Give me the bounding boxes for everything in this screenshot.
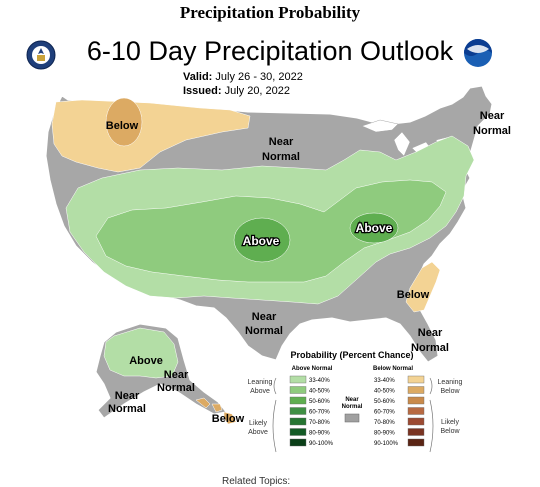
region-label-alaska-near-2a: Near [115, 390, 140, 402]
legend-above-bin-swatch [289, 417, 307, 426]
legend-below-bin-label: 50-60% [374, 399, 395, 405]
region-label-near-northeast-1: Near [480, 110, 505, 122]
legend-below-bin-label: 40-50% [374, 389, 395, 395]
issued-value: July 20, 2022 [224, 85, 291, 97]
legend-near-normal-label-1: Near [345, 397, 359, 403]
legend-above-bin-label: 33-40% [309, 378, 330, 384]
legend-bracket-likely-above [272, 399, 277, 453]
map-title: 6-10 Day Precipitation Outlook [86, 36, 454, 66]
region-label-near-north-1: Near [269, 136, 294, 148]
legend-leaning-below-1: Leaning [438, 379, 463, 386]
legend-bracket-leaning-above [273, 377, 277, 395]
region-label-below-northwest: Below [106, 120, 139, 132]
region-label-near-south-1: Near [252, 311, 277, 323]
legend-above-bin-swatch [289, 438, 307, 447]
legend-above-bin-swatch [289, 407, 307, 415]
below-40-50-northwest [105, 97, 143, 147]
legend-below-bin-label: 33-40% [374, 378, 395, 384]
legend-below-bin-swatch [407, 375, 425, 384]
legend-bracket-leaning-below [429, 377, 433, 395]
region-label-near-northeast-2: Normal [473, 125, 511, 137]
legend-above-header: Above Normal [292, 366, 333, 372]
legend-below-bin-swatch [407, 407, 425, 415]
legend: Probability (Percent Chance) Above Norma… [248, 350, 463, 453]
region-label-near-south-2: Normal [245, 325, 283, 337]
legend-leaning-above-2: Above [250, 388, 270, 395]
below-33-40-northwest [51, 99, 251, 173]
legend-below-swatches: 33-40% 40-50% 50-60% 60-70% 70-80% 80-90% 90-1… [374, 375, 425, 447]
legend-below-header: Below Normal [373, 366, 413, 372]
legend-above-bin-swatch [289, 396, 307, 405]
region-label-near-north-2: Normal [262, 151, 300, 163]
legend-near-normal-swatch [344, 413, 360, 423]
alaska-above-area [103, 327, 179, 379]
legend-likely-below-1: Likely [441, 419, 459, 426]
legend-near-normal-label-2: Normal [342, 404, 363, 410]
region-label-near-florida-1: Near [418, 327, 443, 339]
valid-label: Valid: [183, 71, 213, 83]
doc-seal-icon [26, 40, 56, 70]
legend-below-bin-label: 70-80% [374, 420, 395, 426]
legend-below-bin-label: 90-100% [374, 441, 399, 447]
legend-above-bin-swatch [289, 386, 307, 394]
issued-label: Issued: [183, 85, 222, 97]
noaa-logo-icon [463, 38, 493, 68]
outlook-dates: Valid: July 26 - 30, 2022 Issued: July 2… [183, 70, 303, 98]
legend-title: Probability (Percent Chance) [290, 350, 413, 360]
below-33-40-southeast [405, 261, 441, 313]
valid-value: July 26 - 30, 2022 [215, 71, 303, 83]
legend-above-bin-swatch [289, 375, 307, 384]
page-heading: Precipitation Probability [179, 3, 361, 22]
region-label-alaska-near-1b: Normal [157, 382, 195, 394]
legend-likely-below-2: Below [440, 428, 460, 435]
region-label-above-ohio: Above [356, 221, 393, 235]
legend-leaning-above-1: Leaning [248, 379, 273, 386]
legend-above-swatches: 33-40% 40-50% 50-60% 60-70% 70-80% 80-90% 90-1… [289, 375, 334, 447]
great-lakes [361, 119, 455, 157]
legend-above-bin-label: 70-80% [309, 420, 330, 426]
region-label-alaska-above: Above [129, 355, 163, 367]
legend-bracket-likely-below [429, 399, 434, 453]
legend-likely-above-1: Likely [249, 420, 267, 427]
legend-above-bin-label: 40-50% [309, 389, 330, 395]
above-50-60-ohio [349, 212, 399, 244]
legend-above-bin-label: 90-100% [309, 441, 334, 447]
legend-below-bin-swatch [407, 438, 425, 447]
region-label-alaska-near-2b: Normal [108, 403, 146, 415]
legend-above-bin-label: 60-70% [309, 410, 330, 416]
hawaii-below-area [195, 397, 237, 425]
legend-above-bin-label: 50-60% [309, 399, 330, 405]
legend-below-bin-swatch [407, 417, 425, 426]
above-50-60-plains [233, 217, 291, 263]
legend-above-bin-label: 80-90% [309, 431, 330, 437]
region-label-near-florida-2: Normal [411, 342, 449, 354]
legend-likely-above-2: Above [248, 429, 268, 436]
legend-above-bin-swatch [289, 428, 307, 436]
legend-below-bin-swatch [407, 396, 425, 405]
legend-below-bin-label: 80-90% [374, 431, 395, 437]
legend-below-bin-swatch [407, 386, 425, 394]
region-label-below-southeast: Below [397, 289, 430, 301]
region-label-hawaii-below: Below [212, 413, 245, 425]
region-label-alaska-near-1a: Near [164, 369, 189, 381]
region-label-above-plains: Above [243, 234, 280, 248]
legend-leaning-below-2: Below [440, 388, 460, 395]
legend-below-bin-swatch [407, 428, 425, 436]
related-topics-text: Related Topics: [222, 476, 291, 487]
legend-below-bin-label: 60-70% [374, 410, 395, 416]
